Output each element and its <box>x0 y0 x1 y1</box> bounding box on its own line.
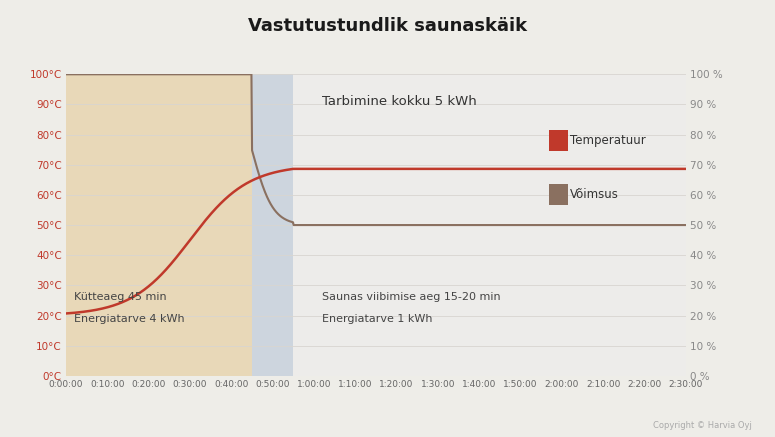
Text: Energiatarve 4 kWh: Energiatarve 4 kWh <box>74 313 184 323</box>
Bar <box>549 130 568 151</box>
Bar <box>252 74 293 376</box>
Text: Tarbimine kokku 5 kWh: Tarbimine kokku 5 kWh <box>322 95 477 108</box>
Text: Vastutustundlik saunaskäik: Vastutustundlik saunaskäik <box>248 17 527 35</box>
Text: Saunas viibimise aeg 15-20 min: Saunas viibimise aeg 15-20 min <box>322 292 501 302</box>
Text: Copyright © Harvia Oyj: Copyright © Harvia Oyj <box>653 421 752 430</box>
Text: Võimsus: Võimsus <box>570 188 619 201</box>
Bar <box>66 74 252 376</box>
Text: Temperatuur: Temperatuur <box>570 134 646 147</box>
Text: Energiatarve 1 kWh: Energiatarve 1 kWh <box>322 313 432 323</box>
Text: Kütteaeg 45 min: Kütteaeg 45 min <box>74 292 167 302</box>
Bar <box>549 184 568 205</box>
